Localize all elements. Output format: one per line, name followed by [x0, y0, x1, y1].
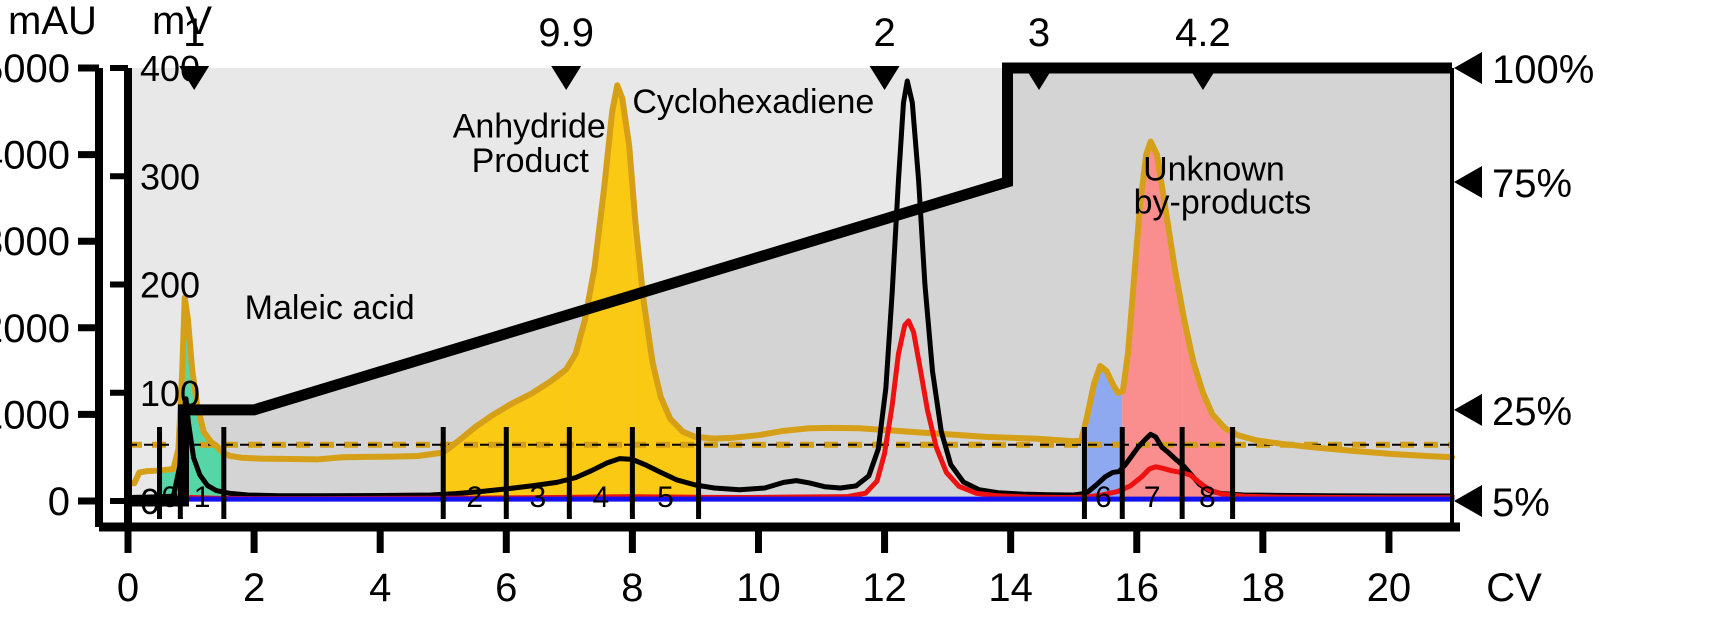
top-markers: 1 9.9 2 3 4.2 [179, 11, 1231, 90]
xtick-label-0: 0 [117, 566, 139, 610]
top-marker-label-3: 3 [1028, 11, 1050, 55]
fraction-label-4: 4 [593, 481, 610, 514]
top-marker-label-1: 9.9 [538, 11, 594, 55]
fraction-label-6: 6 [1095, 481, 1112, 514]
percent-marker-triangle [1454, 393, 1482, 426]
percent-label-0: 100% [1492, 48, 1594, 92]
annotation-product: Product [472, 142, 590, 180]
fraction-region-4[interactable] [569, 85, 633, 501]
fraction-label-8: 8 [1199, 481, 1216, 514]
xtick-label-6: 12 [862, 566, 907, 610]
top-marker-triangle-4 [1187, 66, 1218, 90]
percent-marker-triangle [1454, 52, 1482, 84]
ytick-label-mau-3: 3000 [0, 220, 70, 264]
fraction-region-2[interactable] [443, 406, 507, 501]
y-axis-label-mv: mV [152, 0, 212, 43]
y-axis-label-mau: mAU [8, 0, 97, 43]
ytick-label-mv-2: 200 [140, 265, 200, 306]
series-uv-1-gold- [125, 82, 1455, 487]
ytick-label-mv-1: 100 [140, 373, 200, 414]
xtick-label-5: 10 [736, 566, 781, 610]
annotation-by-products: by-products [1134, 183, 1312, 221]
fraction-label-3: 3 [529, 481, 546, 514]
fraction-label-7: 7 [1144, 481, 1161, 514]
fraction-region-6[interactable] [1084, 365, 1123, 501]
fraction-label-1: 1 [194, 481, 211, 514]
xtick-label-8: 16 [1115, 566, 1160, 610]
xtick-label-3: 6 [495, 566, 517, 610]
top-marker-triangle-0 [179, 66, 210, 90]
xtick-label-4: 8 [621, 566, 643, 610]
xtick-label-10: 20 [1367, 566, 1412, 610]
ytick-label-mau-5: 5000 [0, 47, 70, 91]
right-percent-axis: 100% 75% 25% 5% [1454, 48, 1594, 525]
xtick-label-1: 2 [243, 566, 265, 610]
ytick-label-mv-0: 0 [140, 481, 160, 522]
ytick-label-mau-2: 2000 [0, 307, 70, 351]
top-marker-triangle-3 [1024, 66, 1055, 90]
ytick-label-mau-1: 1000 [0, 393, 70, 437]
top-marker-triangle-2 [869, 66, 900, 90]
ytick-label-mau-0: 0 [48, 480, 70, 524]
ytick-label-mv-3: 300 [140, 156, 200, 197]
top-marker-label-0: 1 [183, 11, 205, 55]
percent-label-2: 25% [1492, 390, 1572, 434]
axes: 0100020003000400050000100200300400024681… [0, 47, 1460, 610]
percent-marker-triangle [1454, 165, 1482, 198]
annotation-maleic-acid: Maleic acid [245, 289, 415, 327]
percent-label-3: 5% [1492, 481, 1550, 525]
x-axis-label: CV [1486, 566, 1542, 610]
annotation-cyclohexadiene: Cyclohexadiene [632, 83, 874, 121]
percent-marker-triangle [1454, 485, 1482, 517]
xtick-label-2: 4 [369, 566, 391, 610]
gradient-line [128, 62, 1452, 507]
series-uv-2-black- [125, 78, 1455, 501]
xtick-label-7: 14 [988, 566, 1033, 610]
fraction-label-2: 2 [466, 481, 483, 514]
percent-label-1: 75% [1492, 162, 1572, 206]
top-marker-triangle-1 [551, 66, 582, 90]
annotation-unknown: Unknown [1143, 151, 1285, 189]
fraction-label-5: 5 [657, 481, 674, 514]
top-marker-label-2: 2 [873, 11, 895, 55]
annotation-anhydride: Anhydride [453, 107, 606, 145]
top-marker-label-4: 4.2 [1175, 11, 1231, 55]
fraction-region-5[interactable] [632, 184, 699, 501]
xtick-label-9: 18 [1241, 566, 1286, 610]
